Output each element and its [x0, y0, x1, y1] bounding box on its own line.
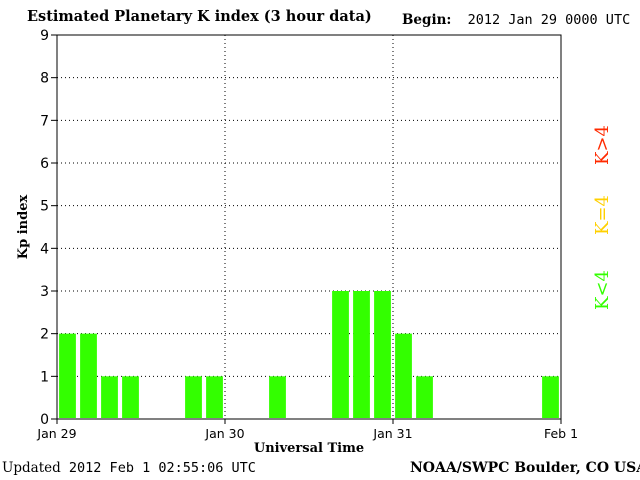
- begin-label: Begin:: [402, 12, 452, 28]
- kp-bar: [101, 376, 118, 418]
- kp-bar: [59, 333, 76, 418]
- y-tick-label: 8: [40, 71, 49, 87]
- kp-bar: [185, 376, 202, 418]
- plot-frame: [56, 34, 562, 420]
- legend-item: K>4: [592, 125, 613, 165]
- legend-item: K<4: [592, 270, 613, 310]
- kp-bar: [269, 376, 286, 418]
- y-tick-label: 2: [40, 327, 49, 343]
- y-tick-label: 5: [40, 199, 49, 215]
- y-tick-label: 4: [40, 241, 49, 257]
- kp-bar: [353, 291, 370, 418]
- chart-title: Estimated Planetary K index (3 hour data…: [27, 8, 372, 25]
- y-tick-label: 3: [40, 284, 49, 300]
- kp-bar: [374, 291, 391, 418]
- y-tick-label: 6: [40, 156, 49, 172]
- y-tick-label: 0: [40, 412, 49, 428]
- begin-time: Begin: 2012 Jan 29 0000 UTC: [402, 12, 630, 28]
- y-tick-label: 1: [40, 369, 49, 385]
- y-axis-title: Kp index: [16, 195, 31, 260]
- legend-item: K=4: [592, 195, 613, 235]
- begin-value: 2012 Jan 29 0000 UTC: [467, 12, 631, 28]
- kp-bar: [80, 333, 97, 418]
- updated-value: 2012 Feb 1 02:55:06 UTC: [68, 460, 256, 476]
- x-tick-label: Feb 1: [544, 426, 578, 441]
- kp-bar: [206, 376, 223, 418]
- kp-bar: [395, 333, 412, 418]
- x-tick-label: Jan 31: [372, 426, 412, 441]
- x-tick-label: Jan 29: [36, 426, 76, 441]
- updated-label: Updated: [2, 460, 61, 476]
- y-tick-label: 7: [40, 113, 49, 129]
- data-source: NOAA/SWPC Boulder, CO USA: [410, 460, 640, 476]
- kp-bar: [332, 291, 349, 418]
- y-tick-label: 9: [40, 28, 49, 44]
- kp-bar: [416, 376, 433, 418]
- x-tick-label: Jan 30: [204, 426, 244, 441]
- x-axis-title: Universal Time: [254, 441, 364, 456]
- updated-timestamp: Updated 2012 Feb 1 02:55:06 UTC: [2, 460, 256, 476]
- kp-bar: [542, 376, 559, 418]
- kp-bar: [122, 376, 139, 418]
